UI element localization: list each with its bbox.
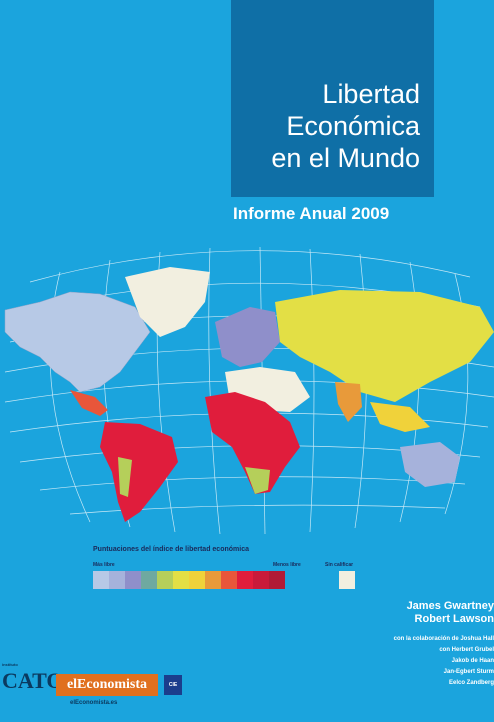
cie-logo: CIE [164,675,182,695]
authors-block: James Gwartney Robert Lawson con la cola… [394,600,494,689]
legend-swatch-2 [109,571,125,589]
map-south-america [100,422,178,522]
legend-swatch-3 [125,571,141,589]
legend-no-data: Sin calificar [325,562,354,568]
cato-logo: instituto CATO [2,662,64,698]
author-2: Robert Lawson [414,613,494,625]
author-1: James Gwartney [406,600,494,612]
map-australia [400,442,460,487]
map-greenland [125,267,210,337]
map-southeast-asia [370,402,430,432]
map-india [335,382,362,422]
map-africa [205,392,300,494]
cato-logo-small: instituto [2,662,18,667]
co-author-3: Jan-Egbert Sturm [443,669,494,675]
co-author-1: con Herbert Grubel [439,647,494,653]
map-central-america [70,390,108,416]
legend-title: Puntuaciones del índice de libertad econ… [93,546,249,553]
legend-swatch-12 [269,571,285,589]
legend-swatch-7 [189,571,205,589]
title-line-1: Libertad [322,79,420,109]
world-map [4,246,494,535]
map-europe [215,307,280,367]
map-africa-south [245,467,270,494]
legend-swatch-11 [253,571,269,589]
legend-swatch-4 [141,571,157,589]
legend-swatch-9 [221,571,237,589]
economista-url: elEconomista.es [70,700,118,706]
legend-swatch-6 [173,571,189,589]
legend-swatch-1 [93,571,109,589]
co-author-4: Eelco Zandberg [448,680,494,686]
map-south-america-green [118,457,132,497]
title-box: Libertad Económica en el Mundo [231,0,434,197]
title-line-2: Económica [286,111,420,141]
map-russia-asia [275,290,494,402]
collab-line: con la colaboración de Joshua Hall [393,636,494,642]
legend-more-free: Más libre [93,562,115,568]
legend-swatch-5 [157,571,173,589]
legend-no-data-swatch [339,571,355,589]
map-north-america [4,291,151,393]
economista-logo: elEconomista [56,674,158,696]
legend-color-scale [93,571,285,589]
book-title: Libertad Económica en el Mundo [271,78,420,174]
cato-logo-text: CATO [2,668,64,693]
subtitle: Informe Anual 2009 [233,204,390,223]
legend-swatch-8 [205,571,221,589]
legend-swatch-10 [237,571,253,589]
title-line-3: en el Mundo [271,143,420,173]
legend-less-free: Menos libre [273,562,301,568]
co-author-2: Jakob de Haan [451,658,494,664]
